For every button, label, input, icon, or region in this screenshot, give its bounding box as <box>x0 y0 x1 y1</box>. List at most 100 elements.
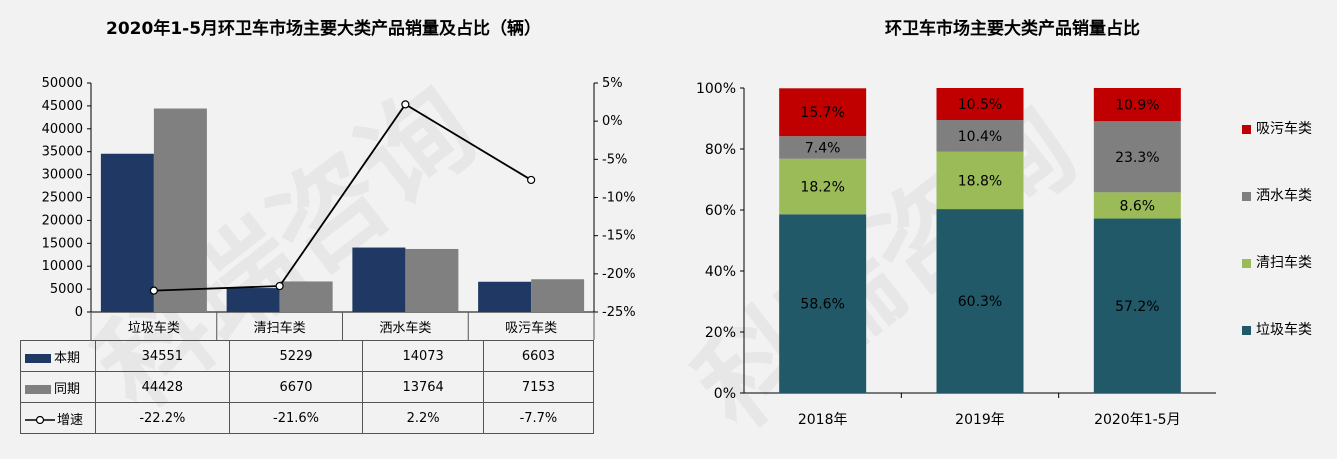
y2-tick-label: -5% <box>602 152 627 167</box>
table-cell: 2.2% <box>362 402 484 434</box>
data-label: 58.6% <box>800 297 844 313</box>
table-cell: 34551 <box>95 340 230 372</box>
x-tick-label: 洒水车类 <box>379 320 431 336</box>
right-x-tick-label: 2020年1-5月 <box>1094 412 1181 428</box>
bar-previous <box>279 281 333 312</box>
data-label: 10.5% <box>958 97 1002 113</box>
x-tick-label: 垃圾车类 <box>128 320 180 336</box>
table-cell: 6603 <box>482 340 595 372</box>
legend-label-current: 本期 <box>54 350 81 366</box>
stacked-segment <box>936 120 1024 152</box>
data-label: 18.8% <box>958 173 1002 189</box>
y-tick-label: 10000 <box>42 259 83 274</box>
data-label: 23.3% <box>1115 150 1159 166</box>
stacked-segment <box>779 214 867 393</box>
bar-current <box>352 247 406 312</box>
legend-item: 洒水车类 <box>1242 185 1312 205</box>
right-y-tick-label: 80% <box>705 142 736 158</box>
y-tick-label: 25000 <box>42 191 83 206</box>
legend-label: 洒水车类 <box>1256 188 1312 204</box>
table-cell: 13764 <box>362 371 484 403</box>
legend-label: 吸污车类 <box>1256 121 1312 137</box>
data-label: 57.2% <box>1115 299 1159 315</box>
stacked-segment <box>936 151 1024 210</box>
stacked-segment <box>936 88 1024 121</box>
table-row-current: 本期 34551 5229 14073 6603 <box>20 340 595 372</box>
y-tick-label: 5000 <box>50 282 83 297</box>
table-cell: 14073 <box>362 340 484 372</box>
legend-swatch <box>1242 325 1251 335</box>
growth-point <box>401 100 410 109</box>
x-tick-label: 吸污车类 <box>505 320 557 336</box>
legend-item: 垃圾车类 <box>1242 319 1312 339</box>
data-label: 10.9% <box>1115 98 1159 114</box>
stacked-segment <box>1093 121 1181 193</box>
right-x-tick-label: 2018年 <box>798 412 848 428</box>
legend-swatch-current <box>25 353 51 363</box>
growth-point <box>149 286 158 295</box>
bar-current <box>100 153 154 312</box>
y-tick-label: 45000 <box>42 99 83 114</box>
data-label: 15.7% <box>800 105 844 121</box>
y2-tick-label: 5% <box>602 76 623 91</box>
right-x-tick-label: 2019年 <box>955 412 1005 428</box>
x-tick-label: 清扫车类 <box>254 320 306 336</box>
table-row-previous: 同期 44428 6670 13764 7153 <box>20 371 595 403</box>
bar-previous <box>531 279 585 312</box>
legend-label-growth: 增速 <box>57 412 84 428</box>
legend-swatch <box>1242 124 1251 134</box>
table-cell: 7153 <box>482 371 595 403</box>
data-label: 60.3% <box>958 294 1002 310</box>
bar-previous <box>405 248 459 312</box>
legend-line-marker-icon <box>25 415 55 425</box>
stacked-segment <box>779 158 867 215</box>
table-cell: 5229 <box>228 340 364 372</box>
bar-current <box>226 288 280 312</box>
stacked-segment <box>779 136 867 159</box>
stacked-segment <box>779 88 867 137</box>
y-tick-label: 20000 <box>42 213 83 228</box>
right-y-tick-label: 20% <box>705 325 736 341</box>
legend-item: 吸污车类 <box>1242 118 1312 138</box>
y2-tick-label: 0% <box>602 114 623 129</box>
y2-tick-label: -25% <box>602 305 636 320</box>
y2-tick-label: -20% <box>602 267 636 282</box>
legend-swatch <box>1242 191 1251 201</box>
growth-line <box>153 103 532 292</box>
y-tick-label: 0 <box>75 305 83 320</box>
y-tick-label: 35000 <box>42 145 83 160</box>
table-cell: 44428 <box>95 371 230 403</box>
legend-label: 垃圾车类 <box>1256 322 1312 338</box>
legend-label-previous: 同期 <box>54 381 81 397</box>
table-row-growth: 增速 -22.2% -21.6% 2.2% -7.7% <box>20 402 595 434</box>
table-cell: -7.7% <box>482 402 595 434</box>
stacked-segment <box>1093 192 1181 219</box>
data-label: 10.4% <box>958 129 1002 145</box>
table-cell: 6670 <box>228 371 364 403</box>
legend-swatch <box>1242 258 1251 268</box>
right-y-tick-label: 0% <box>714 386 736 402</box>
y-tick-label: 40000 <box>42 122 83 137</box>
growth-point <box>527 175 536 185</box>
legend-swatch-previous <box>25 384 51 394</box>
stacked-segment <box>936 209 1024 393</box>
right-y-tick-label: 60% <box>705 203 736 219</box>
stacked-segment <box>1093 88 1181 122</box>
stacked-segment <box>1093 218 1181 393</box>
y-tick-label: 15000 <box>42 236 83 251</box>
data-label: 7.4% <box>805 140 841 156</box>
y2-tick-label: -15% <box>602 229 636 244</box>
right-y-tick-label: 40% <box>705 264 736 280</box>
right-y-tick-label: 100% <box>696 81 736 97</box>
growth-point <box>275 281 284 291</box>
right-chart-title: 环卫车市场主要大类产品销量占比 <box>885 19 1140 39</box>
legend-label: 清扫车类 <box>1256 255 1312 271</box>
bar-previous <box>153 108 207 312</box>
y-tick-label: 50000 <box>42 76 83 91</box>
left-data-table: 本期 34551 5229 14073 6603 同期 44428 6670 1… <box>20 340 595 434</box>
data-label: 8.6% <box>1120 198 1156 214</box>
legend-item: 清扫车类 <box>1242 252 1312 272</box>
table-cell: -22.2% <box>95 402 230 434</box>
bar-current <box>478 281 532 312</box>
